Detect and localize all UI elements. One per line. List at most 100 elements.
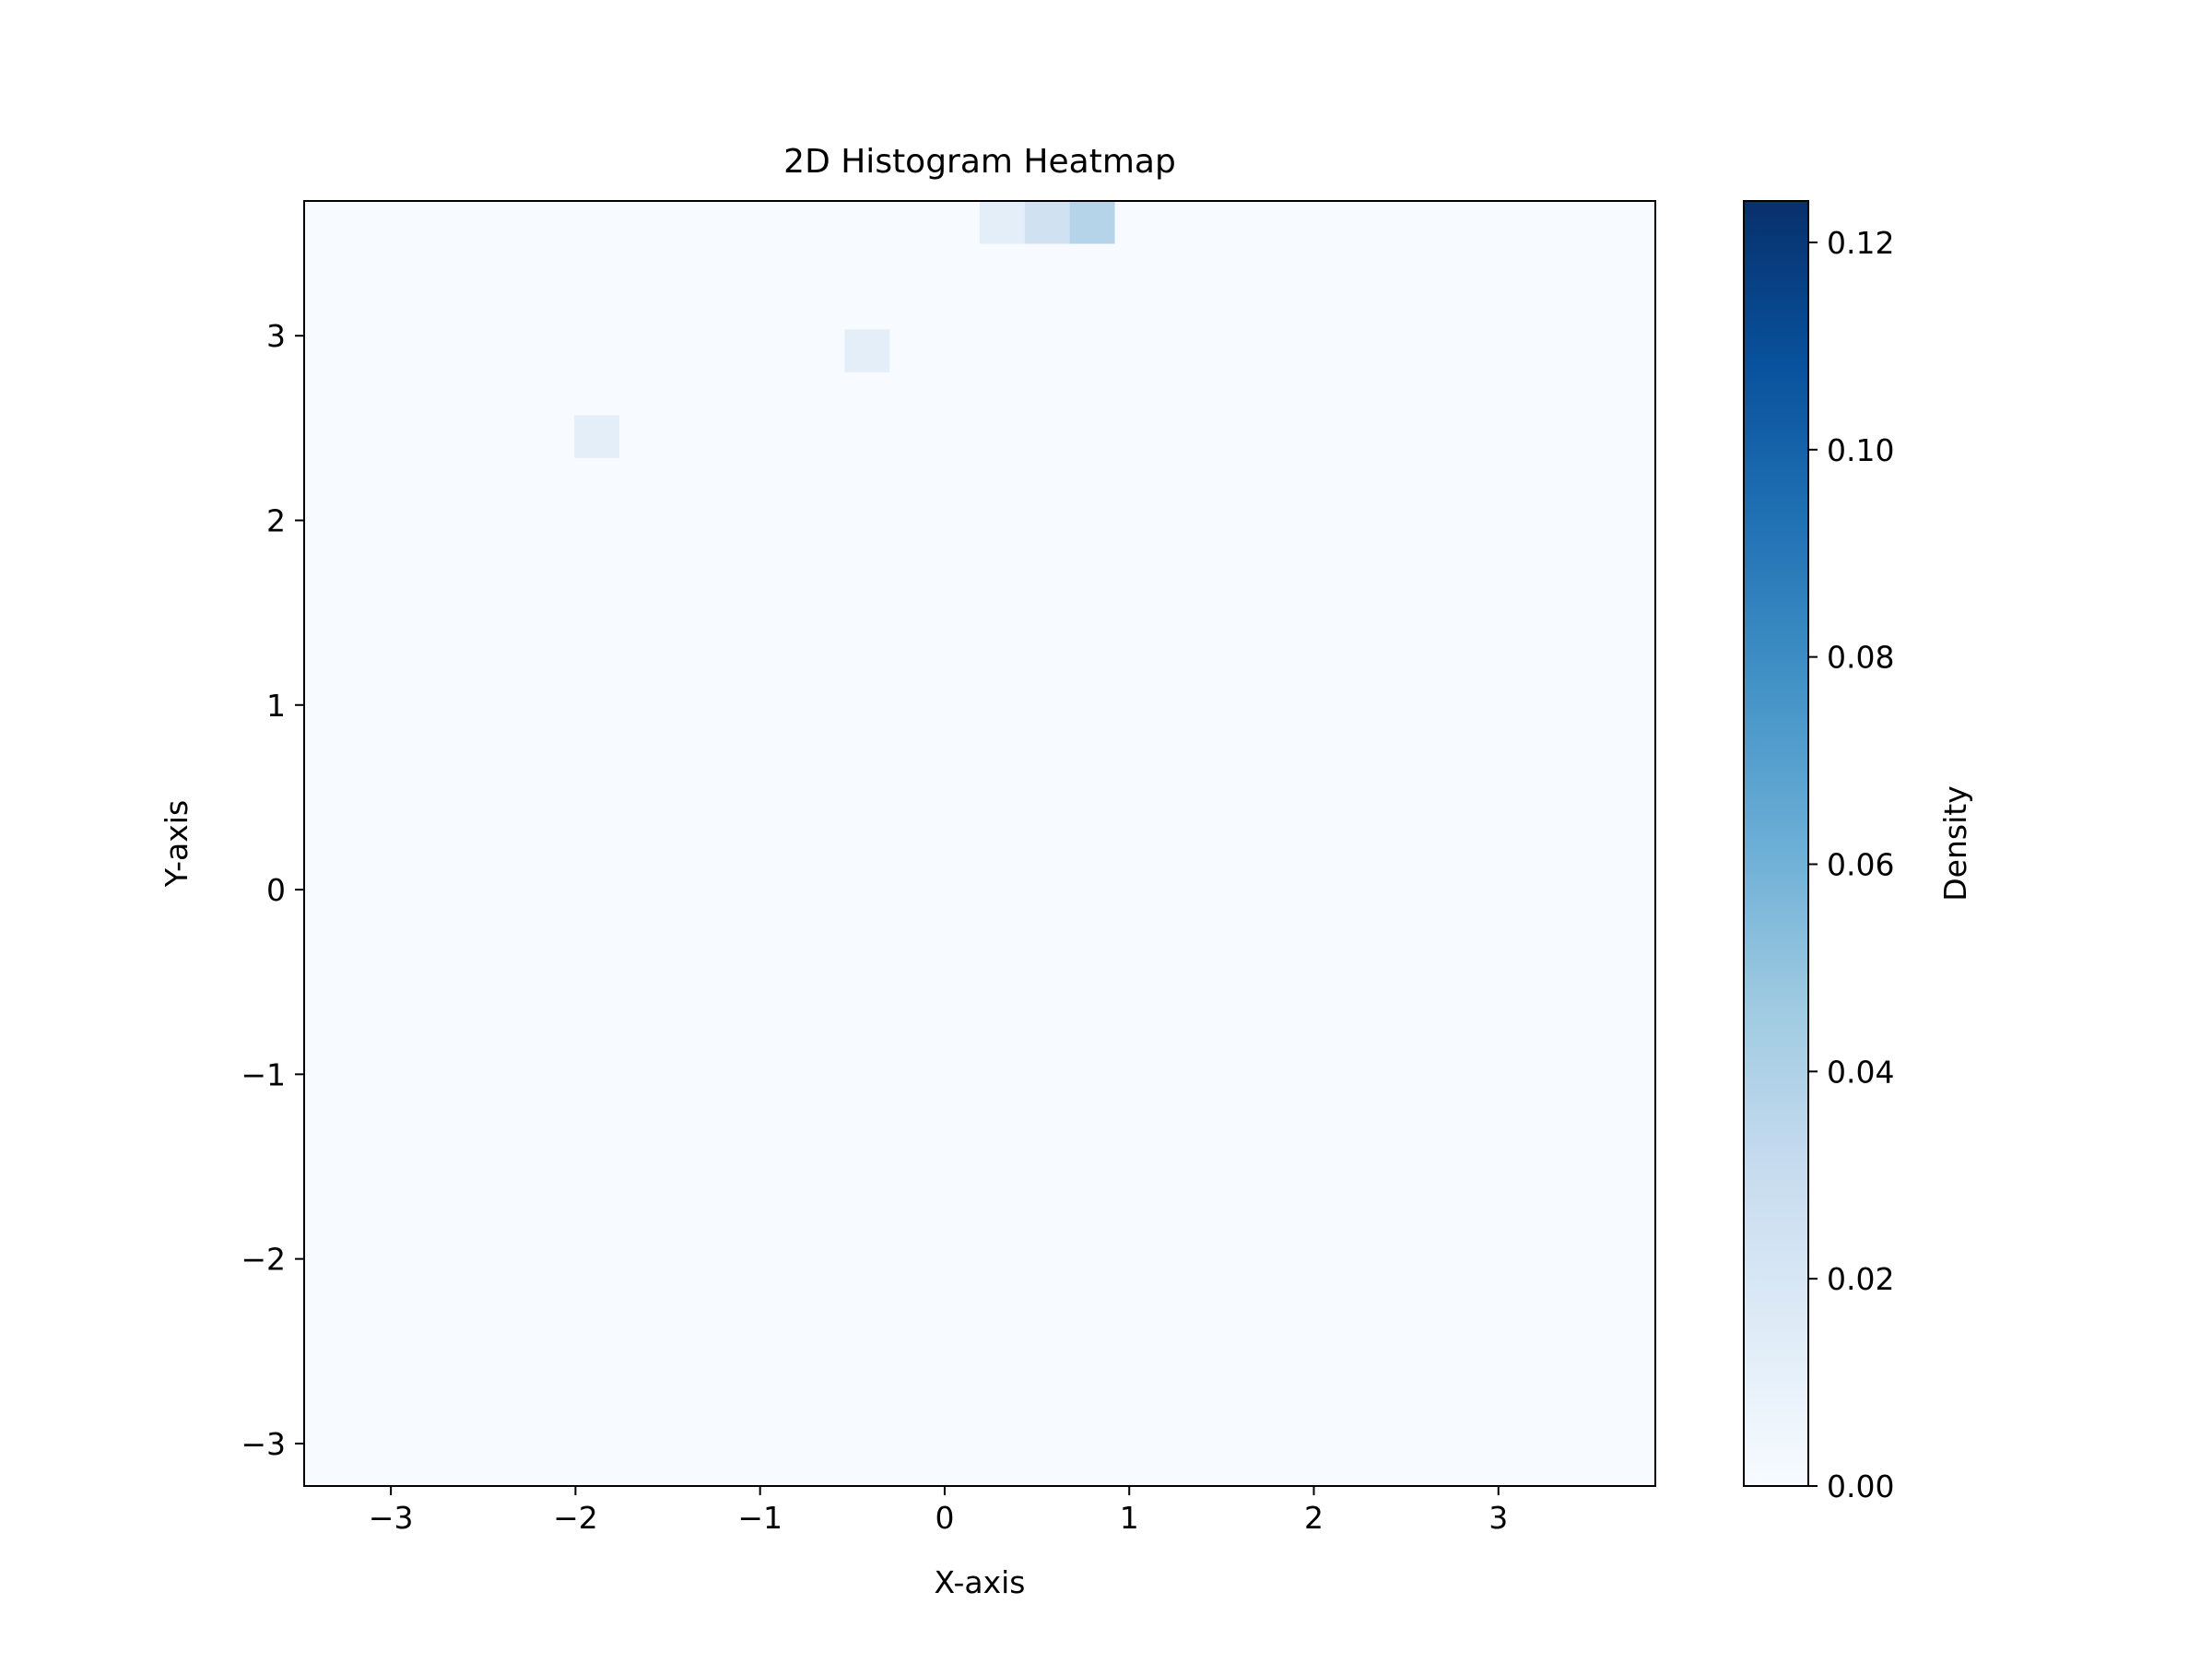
heatmap-cell bbox=[439, 800, 486, 844]
heatmap-cell bbox=[348, 329, 395, 373]
heatmap-cell bbox=[1430, 843, 1477, 888]
heatmap-cell bbox=[394, 1315, 441, 1359]
heatmap-cell bbox=[439, 1315, 486, 1359]
heatmap-cell bbox=[1114, 1100, 1161, 1144]
heatmap-cell bbox=[1565, 1229, 1611, 1273]
heatmap-cell bbox=[980, 457, 1026, 501]
heatmap-cell bbox=[980, 800, 1026, 844]
heatmap-cell bbox=[1610, 800, 1656, 844]
heatmap-cell bbox=[980, 1357, 1026, 1401]
heatmap-cell bbox=[304, 1271, 350, 1315]
heatmap-cell bbox=[304, 1057, 350, 1102]
heatmap-cell bbox=[304, 1400, 350, 1445]
heatmap-cell bbox=[1114, 972, 1161, 1016]
heatmap-cell bbox=[664, 1143, 711, 1187]
heatmap-cell bbox=[1565, 714, 1611, 759]
y-axis-ticks: −3 −2 −1 0 1 2 3 bbox=[241, 318, 304, 1462]
heatmap-cell bbox=[709, 372, 756, 416]
heatmap-cell bbox=[304, 243, 350, 288]
heatmap-cell bbox=[1610, 329, 1656, 373]
heatmap-cell bbox=[980, 1057, 1026, 1102]
heatmap-cell bbox=[1250, 415, 1296, 459]
heatmap-cell bbox=[1339, 1443, 1386, 1487]
heatmap-cell bbox=[980, 1400, 1026, 1445]
heatmap-cell bbox=[439, 1357, 486, 1401]
heatmap-cell bbox=[394, 758, 441, 802]
heatmap-cell bbox=[935, 1185, 981, 1230]
heatmap-cell bbox=[619, 286, 665, 330]
heatmap-cell bbox=[619, 629, 665, 673]
x-tick-label: 1 bbox=[1120, 1500, 1139, 1536]
heatmap-cell bbox=[1475, 1229, 1521, 1273]
heatmap-cell bbox=[1205, 928, 1251, 973]
heatmap-cell bbox=[1069, 1443, 1116, 1487]
heatmap-cell bbox=[1475, 243, 1521, 288]
heatmap-cell bbox=[709, 286, 756, 330]
heatmap-cell bbox=[1339, 415, 1386, 459]
heatmap-cell bbox=[1205, 329, 1251, 373]
heatmap-cell bbox=[889, 1143, 935, 1187]
heatmap-cell bbox=[1250, 1100, 1296, 1144]
heatmap-cell bbox=[1384, 1400, 1431, 1445]
heatmap-cell bbox=[1250, 1400, 1296, 1445]
heatmap-cell bbox=[1295, 586, 1341, 631]
heatmap-cell bbox=[394, 1400, 441, 1445]
heatmap-cell bbox=[1384, 329, 1431, 373]
heatmap-cell bbox=[709, 972, 756, 1016]
heatmap-cell bbox=[799, 1315, 845, 1359]
heatmap-cell bbox=[1610, 1443, 1656, 1487]
heatmap-cell bbox=[935, 843, 981, 888]
heatmap-cell bbox=[1024, 1315, 1071, 1359]
heatmap-cell bbox=[1520, 886, 1566, 930]
heatmap-cell bbox=[1069, 800, 1116, 844]
heatmap-cell bbox=[889, 201, 935, 245]
heatmap-cell bbox=[935, 629, 981, 673]
heatmap-cell bbox=[799, 286, 845, 330]
heatmap-cell bbox=[1205, 586, 1251, 631]
heatmap-cell bbox=[529, 1057, 575, 1102]
heatmap-cell bbox=[889, 629, 935, 673]
heatmap-cell bbox=[1610, 1271, 1656, 1315]
x-axis-ticks: −3 −2 −1 0 1 2 3 bbox=[369, 1486, 1508, 1536]
heatmap-cell bbox=[1565, 1014, 1611, 1058]
heatmap-cell bbox=[1205, 415, 1251, 459]
heatmap-cell bbox=[1430, 543, 1477, 587]
heatmap-cell bbox=[1250, 972, 1296, 1016]
heatmap-cell bbox=[664, 457, 711, 501]
heatmap-cell bbox=[1024, 415, 1071, 459]
heatmap-cell bbox=[1250, 457, 1296, 501]
heatmap-cell bbox=[1565, 243, 1611, 288]
heatmap-cell bbox=[1475, 972, 1521, 1016]
colorbar-tick-label: 0.08 bbox=[1827, 640, 1894, 676]
heatmap-cell bbox=[844, 1143, 890, 1187]
heatmap-cell bbox=[754, 457, 801, 501]
heatmap-cell bbox=[1520, 501, 1566, 545]
heatmap-cell bbox=[664, 972, 711, 1016]
heatmap-cell bbox=[304, 886, 350, 930]
heatmap-cell bbox=[844, 758, 890, 802]
heatmap-cell bbox=[484, 972, 530, 1016]
heatmap-cell bbox=[1159, 243, 1206, 288]
heatmap-cell bbox=[935, 1014, 981, 1058]
heatmap-cell bbox=[1430, 501, 1477, 545]
heatmap-cell bbox=[664, 543, 711, 587]
heatmap-cell bbox=[574, 928, 620, 973]
heatmap-cell bbox=[754, 1185, 801, 1230]
heatmap-cell bbox=[844, 543, 890, 587]
heatmap-cell bbox=[844, 1014, 890, 1058]
heatmap-cell bbox=[754, 1357, 801, 1401]
heatmap-cell bbox=[1159, 629, 1206, 673]
heatmap-cell bbox=[1295, 800, 1341, 844]
heatmap-cell bbox=[1610, 1100, 1656, 1144]
heatmap-cell bbox=[799, 1185, 845, 1230]
heatmap-cell bbox=[574, 1143, 620, 1187]
heatmap-cell bbox=[1069, 501, 1116, 545]
heatmap-cell bbox=[844, 1100, 890, 1144]
heatmap-cell bbox=[1205, 201, 1251, 245]
heatmap-cell bbox=[1565, 972, 1611, 1016]
heatmap-cell bbox=[1159, 501, 1206, 545]
heatmap-cell bbox=[1565, 543, 1611, 587]
heatmap-cell bbox=[574, 672, 620, 716]
heatmap-cell bbox=[935, 372, 981, 416]
heatmap-cell bbox=[304, 758, 350, 802]
